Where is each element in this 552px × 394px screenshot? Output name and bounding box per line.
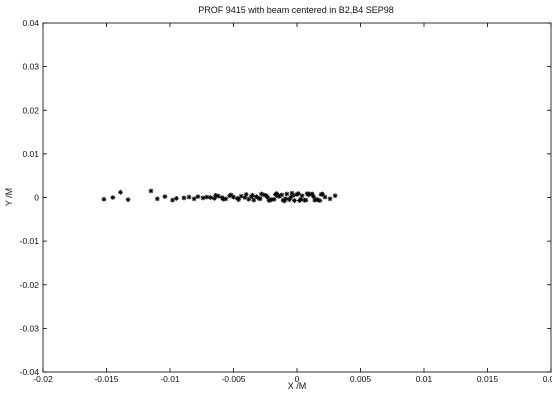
- y-axis-label: Y /M: [4, 188, 14, 206]
- x-tick-label: -0.005: [221, 374, 245, 384]
- x-axis: -0.02 -0.015 -0.01 -0.005 0 0.005 0.01 0.015 0.0…: [33, 23, 552, 384]
- x-tick-label: 0.02: [543, 374, 552, 384]
- data-point: [298, 196, 304, 202]
- data-point: [256, 195, 262, 201]
- data-point: [275, 193, 281, 199]
- y-tick-label: 0.01: [22, 149, 39, 159]
- x-tick-label: 0: [295, 374, 300, 384]
- data-point: [191, 196, 197, 202]
- x-tick-label: 0.015: [477, 374, 499, 384]
- data-point: [236, 197, 241, 203]
- y-tick-label: 0.04: [22, 18, 39, 28]
- data-point: [320, 191, 325, 197]
- data-point: [266, 198, 272, 203]
- y-axis: -0.04 -0.03 -0.02 -0.01 0 0.01 0.02 0.03 0.04: [20, 18, 551, 377]
- y-tick-label: -0.02: [20, 280, 40, 290]
- data-point: [148, 188, 154, 194]
- data-point: [118, 189, 123, 195]
- data-point: [248, 194, 254, 200]
- chart-title: PROF 9415 with beam centered in B2,B4 SE…: [198, 5, 394, 15]
- data-point: [110, 195, 116, 200]
- data-point: [170, 197, 175, 203]
- data-point: [238, 193, 244, 199]
- data-point: [317, 198, 323, 203]
- data-points: [101, 188, 338, 204]
- data-point: [125, 197, 131, 203]
- data-point: [173, 195, 179, 201]
- x-tick-label: -0.01: [160, 374, 180, 384]
- y-tick-label: -0.04: [20, 367, 40, 377]
- data-point: [200, 195, 206, 201]
- data-point: [271, 196, 277, 202]
- data-point: [220, 196, 226, 202]
- y-tick-label: -0.03: [20, 323, 40, 333]
- data-point: [213, 192, 219, 198]
- plot-frame: [42, 22, 552, 373]
- x-tick-label: 0.005: [350, 374, 372, 384]
- data-point: [327, 196, 333, 202]
- data-point: [195, 194, 201, 200]
- data-point: [243, 192, 249, 197]
- data-point: [292, 198, 297, 203]
- x-tick-label: -0.015: [94, 374, 118, 384]
- data-point: [313, 197, 319, 203]
- y-tick-label: 0: [34, 193, 39, 203]
- y-tick-label: -0.01: [20, 236, 40, 246]
- x-axis-label: X /M: [288, 381, 307, 391]
- data-point: [332, 193, 338, 199]
- data-point: [309, 191, 315, 197]
- data-point: [302, 197, 308, 203]
- data-point: [251, 197, 257, 203]
- data-point: [208, 195, 214, 200]
- x-tick-label: 0.01: [416, 374, 433, 384]
- data-point: [228, 192, 234, 198]
- data-point: [264, 193, 269, 199]
- data-point: [283, 196, 288, 202]
- data-point: [204, 194, 210, 200]
- data-point: [306, 192, 311, 198]
- data-point: [154, 196, 160, 202]
- data-point: [286, 197, 292, 203]
- data-point: [253, 194, 259, 200]
- y-tick-label: 0.03: [22, 62, 39, 72]
- data-point: [181, 195, 187, 201]
- data-point: [101, 196, 107, 202]
- data-point: [290, 192, 296, 198]
- data-point: [284, 191, 290, 197]
- data-point: [259, 191, 264, 197]
- x-tick-label: -0.02: [33, 374, 53, 384]
- y-tick-label: 0.02: [22, 105, 39, 115]
- data-point: [162, 194, 168, 200]
- data-point: [294, 192, 300, 197]
- data-point: [186, 194, 192, 200]
- data-point: [279, 192, 285, 198]
